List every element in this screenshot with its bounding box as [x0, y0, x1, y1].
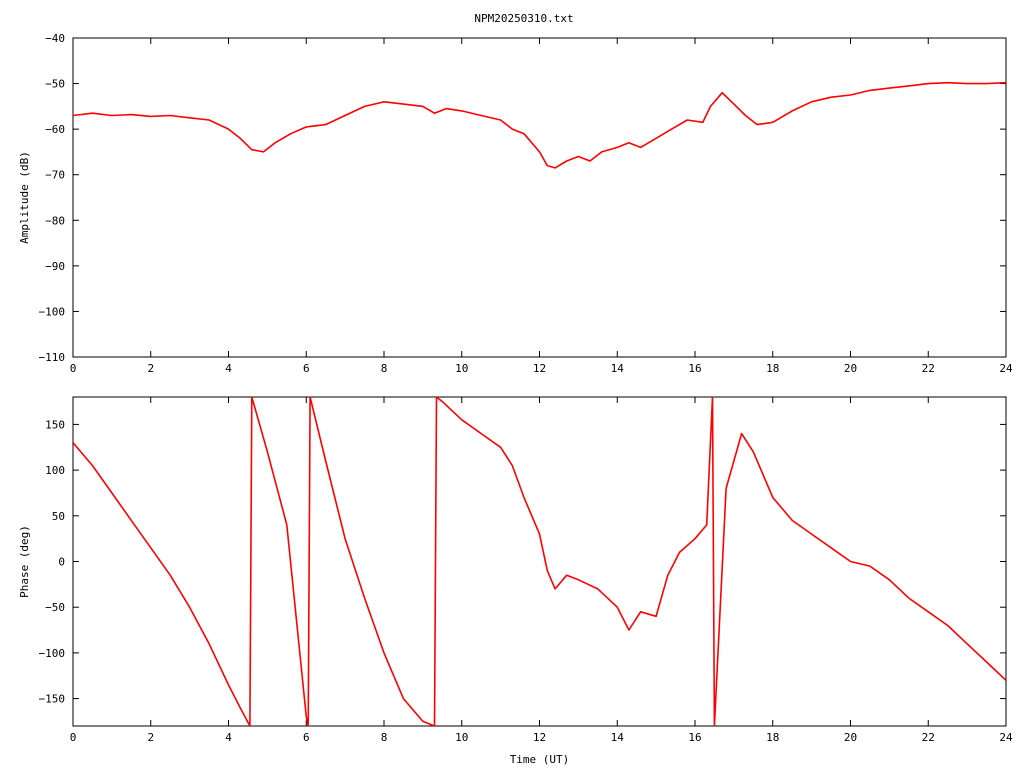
phase-x-tick-label: 12	[533, 731, 546, 744]
phase-x-tick-label: 2	[147, 731, 154, 744]
amplitude-x-tick-label: 6	[303, 362, 310, 375]
amplitude-x-tick-label: 8	[381, 362, 388, 375]
phase-x-tick-label: 14	[611, 731, 625, 744]
phase-x-tick-label: 4	[225, 731, 232, 744]
amplitude-plot-frame	[72, 37, 1007, 358]
phase-y-tick-label: 0	[58, 556, 65, 569]
amplitude-y-tick-label: −110	[39, 351, 66, 364]
phase-y-tick-label: 150	[45, 418, 65, 431]
phase-y-tick-label: 100	[45, 464, 65, 477]
phase-x-tick-label: 24	[999, 731, 1013, 744]
amplitude-x-tick-label: 20	[844, 362, 857, 375]
amplitude-x-tick-label: 16	[688, 362, 701, 375]
amplitude-x-tick-label: 14	[611, 362, 625, 375]
phase-plot-frame	[72, 396, 1007, 727]
amplitude-y-tick-label: −50	[45, 78, 65, 91]
amplitude-x-tick-label: 18	[766, 362, 779, 375]
phase-y-axis-label: Phase (deg)	[18, 525, 31, 598]
amplitude-y-tick-label: −40	[45, 32, 65, 45]
amplitude-x-tick-label: 4	[225, 362, 232, 375]
phase-x-tick-label: 10	[455, 731, 468, 744]
phase-series-line	[73, 397, 1006, 726]
phase-x-tick-label: 20	[844, 731, 857, 744]
phase-y-tick-label: −100	[39, 647, 66, 660]
amplitude-y-tick-label: −100	[39, 305, 66, 318]
amplitude-panel: 0 2 4 6 8 10 12 14 16 18 20 22 24−110−100−90−80−70−6…	[18, 32, 1013, 375]
phase-x-tick-label: 16	[688, 731, 701, 744]
amplitude-y-tick-label: −70	[45, 169, 65, 182]
amplitude-series-line	[73, 81, 1006, 169]
chart-title: NPM20250310.txt	[474, 12, 573, 25]
amplitude-y-tick-label: −80	[45, 214, 65, 227]
phase-x-tick-label: 18	[766, 731, 779, 744]
amplitude-x-tick-label: 0	[70, 362, 77, 375]
amplitude-y-axis-label: Amplitude (dB)	[18, 151, 31, 244]
amplitude-y-tick-label: −90	[45, 260, 65, 273]
amplitude-x-tick-label: 22	[922, 362, 935, 375]
phase-y-tick-label: −50	[45, 601, 65, 614]
phase-x-axis-label: Time (UT)	[510, 753, 570, 766]
phase-x-tick-label: 22	[922, 731, 935, 744]
phase-x-tick-label: 0	[70, 731, 77, 744]
phase-x-tick-label: 8	[381, 731, 388, 744]
phase-panel: 0 2 4 6 8 10 12 14 16 18 20 22 24−150−100−5005010015…	[18, 396, 1013, 766]
phase-x-tick-label: 6	[303, 731, 310, 744]
phase-y-tick-label: −150	[39, 693, 66, 706]
amplitude-x-tick-label: 2	[147, 362, 154, 375]
amplitude-x-tick-label: 10	[455, 362, 468, 375]
amplitude-y-tick-label: −60	[45, 123, 65, 136]
phase-y-tick-label: 50	[52, 510, 65, 523]
amplitude-x-tick-label: 12	[533, 362, 546, 375]
amplitude-x-tick-label: 24	[999, 362, 1013, 375]
